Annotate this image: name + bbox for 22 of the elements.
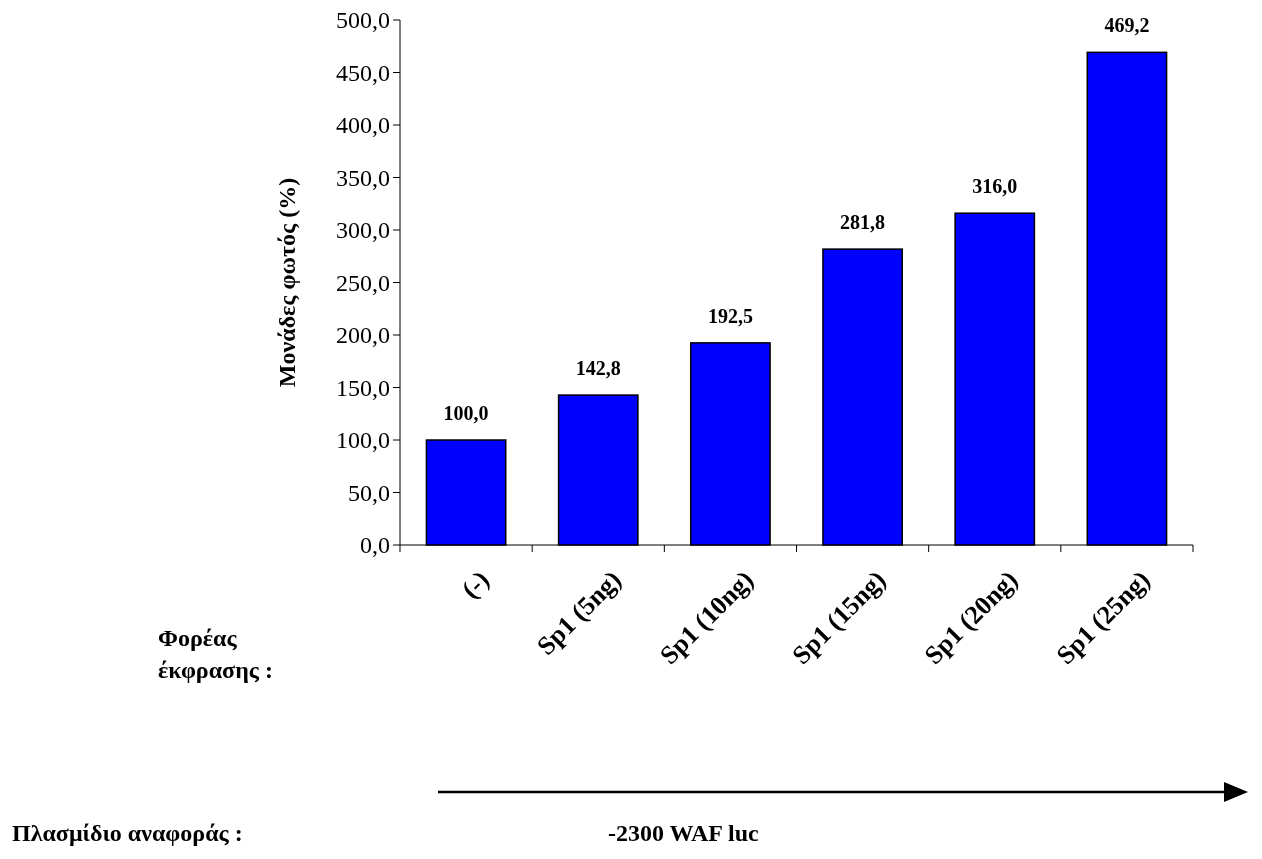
y-tick-label: 450,0 xyxy=(336,59,390,86)
data-label: 281,8 xyxy=(840,211,886,234)
y-tick-label: 500,0 xyxy=(336,7,390,34)
y-tick-label: 200,0 xyxy=(336,322,390,349)
text: -2300 WAF luc xyxy=(608,820,760,846)
y-tick-label: 150,0 xyxy=(336,374,390,401)
y-tick-label: 250,0 xyxy=(336,269,390,296)
data-label: 100,0 xyxy=(443,402,489,424)
y-tick-label: 50,0 xyxy=(348,479,390,506)
x-tick-label: (-) xyxy=(455,565,495,605)
y-axis-title: Μονάδες φωτός (%) xyxy=(274,177,300,388)
data-label: 316,0 xyxy=(972,175,1018,198)
data-label: 469,2 xyxy=(1104,14,1150,37)
data-label: 192,5 xyxy=(707,304,753,327)
y-tick-label: 300,0 xyxy=(336,217,390,244)
y-tick-label: 0,0 xyxy=(360,532,390,559)
y-tick-label: 100,0 xyxy=(336,427,390,454)
text: Πλασμίδιο αναφοράς : xyxy=(12,820,243,846)
data-label: 142,8 xyxy=(575,357,621,380)
text: Φορέας έκφρασης : xyxy=(158,625,273,683)
y-tick-label: 350,0 xyxy=(336,164,390,191)
y-tick-label: 400,0 xyxy=(336,112,390,139)
